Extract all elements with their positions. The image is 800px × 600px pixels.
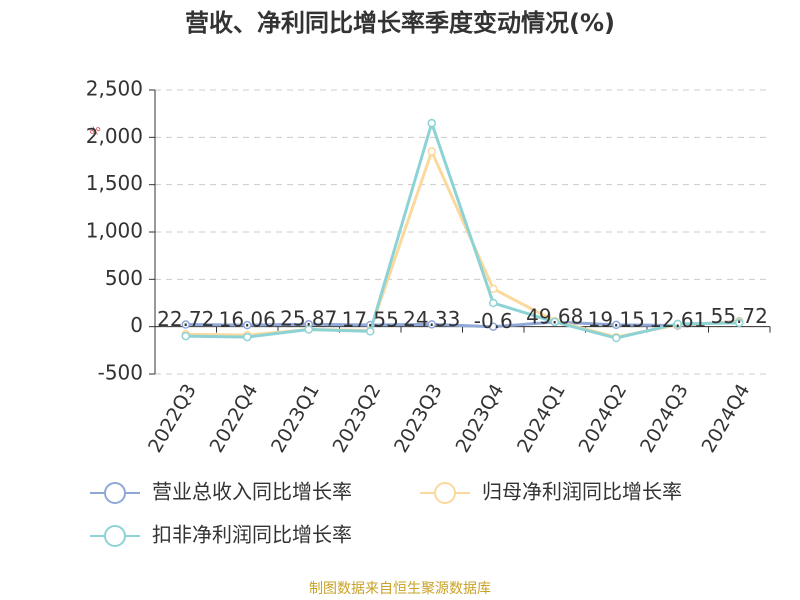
point — [366, 327, 375, 336]
data-label: 24.33 — [403, 307, 460, 331]
data-label: 55.72 — [711, 304, 768, 328]
series-line — [185, 319, 740, 329]
chart-title: 营收、净利同比增长率季度变动情况(%) — [185, 9, 615, 37]
point — [489, 322, 498, 331]
data-label: 25.87 — [280, 307, 337, 331]
point — [181, 320, 190, 329]
y-tick-label: 1,500 — [86, 171, 143, 195]
legend-marker — [104, 525, 126, 547]
x-tick-label: 2023Q2 — [329, 380, 386, 456]
point — [735, 318, 744, 328]
data-label: -0.6 — [474, 309, 513, 333]
x-tick-label: 2022Q3 — [144, 380, 201, 456]
y-tick-label: -500 — [98, 361, 143, 385]
point — [550, 317, 559, 327]
x-tick-label: 2023Q3 — [390, 380, 447, 456]
y-tick-label: 500 — [105, 266, 143, 290]
y-tick-label: 2,000 — [86, 124, 143, 148]
x-tick-label: 2024Q3 — [636, 380, 693, 456]
point — [427, 118, 436, 128]
legend-label: 扣非净利润同比增长率 — [152, 523, 352, 547]
y-tick-label: 1,000 — [86, 219, 143, 243]
data-label: 49.68 — [526, 304, 583, 328]
point — [243, 332, 252, 342]
data-label: 12.61 — [649, 308, 706, 332]
point — [612, 333, 621, 343]
point — [673, 319, 682, 329]
x-tick-label: 2024Q1 — [513, 380, 570, 456]
point — [304, 325, 313, 334]
data-label: 19.15 — [588, 307, 645, 331]
x-tick-label: 2024Q4 — [698, 380, 755, 456]
legend-marker — [104, 482, 126, 504]
point — [181, 331, 190, 341]
source-note: 制图数据来自恒生聚源数据库 — [309, 581, 491, 597]
data-label: 16.06 — [219, 308, 276, 332]
x-tick-label: 2022Q4 — [206, 380, 263, 456]
x-tick-label: 2023Q1 — [267, 380, 324, 456]
y-tick-label: 0 — [130, 313, 143, 337]
point — [427, 320, 436, 329]
point — [427, 147, 436, 156]
point — [612, 320, 621, 330]
legend-label: 归母净利润同比增长率 — [482, 480, 682, 504]
legend-marker — [434, 482, 456, 504]
point — [489, 298, 498, 308]
series-line — [185, 118, 740, 340]
x-tick-label: 2023Q4 — [452, 380, 509, 456]
point — [243, 320, 252, 330]
data-label: 17.55 — [342, 308, 399, 332]
y-tick-label: 2,500 — [86, 77, 143, 101]
legend-label: 营业总收入同比增长率 — [152, 480, 352, 504]
data-label: 22.72 — [157, 307, 214, 331]
x-tick-label: 2024Q2 — [575, 380, 632, 456]
